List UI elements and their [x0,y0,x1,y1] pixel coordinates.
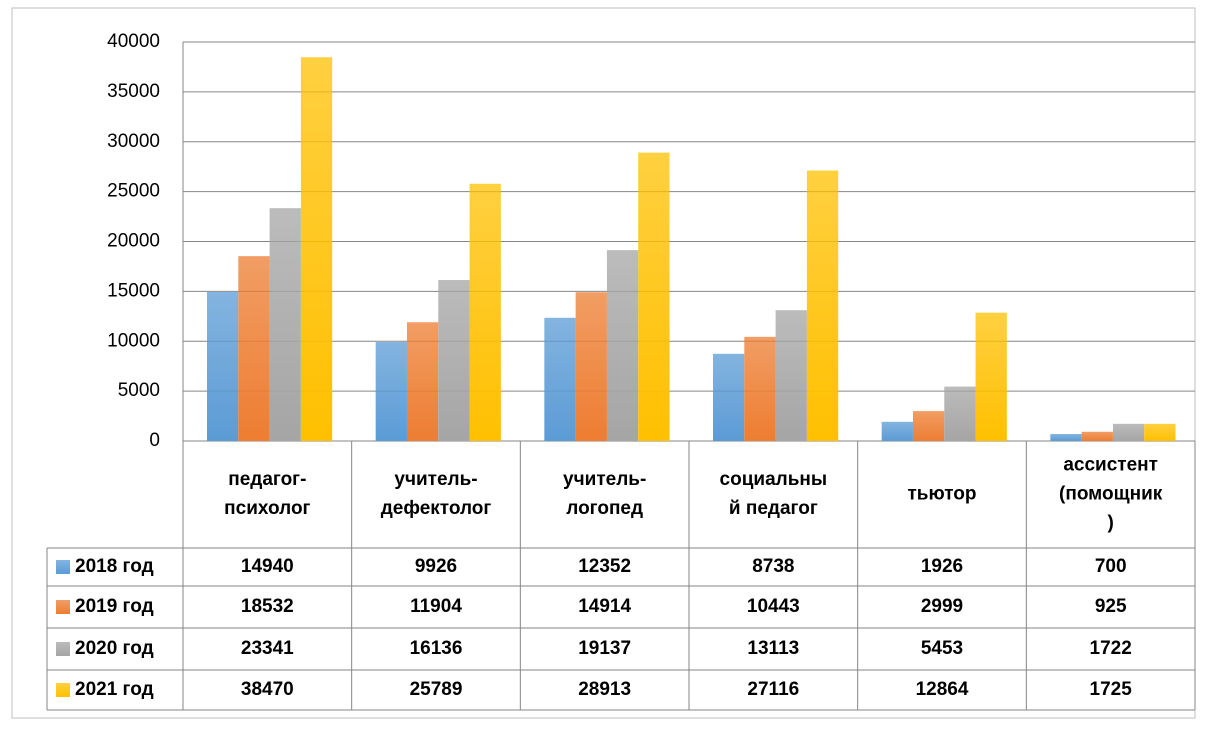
bar [1081,431,1113,441]
legend-label: 2018 год [75,556,154,577]
y-tick-label: 30000 [107,131,160,152]
bar [575,292,607,441]
table-cell: 5453 [921,638,963,659]
y-tick-label: 0 [149,430,160,451]
table-cell: 925 [1095,596,1127,617]
table-cell: 1926 [921,556,963,577]
legend-key [56,600,70,614]
table-cell: 1725 [1090,679,1133,700]
table-cell: 28913 [578,679,631,700]
table-cell: 13113 [747,638,799,659]
bar [469,183,501,441]
bar [912,411,945,441]
legend-key [56,560,70,574]
y-tick-label: 20000 [107,231,160,252]
table-cell: 8738 [752,556,794,577]
bar [1112,423,1145,441]
table-cell: 14914 [578,596,631,617]
bar [300,57,333,441]
bar [207,291,239,441]
bar [238,256,270,441]
bar [975,312,1007,441]
bar [438,280,470,441]
legend-label: 2020 год [75,638,154,659]
legend-key [56,642,70,656]
bar [713,353,745,441]
bar [1050,434,1082,441]
x-tick-label: социальны й педагог [720,469,828,519]
y-tick-label: 15000 [107,280,160,301]
table-cell: 2999 [921,596,963,617]
table-cell: 18532 [241,596,294,617]
bar [775,310,807,441]
bar [806,170,839,442]
bar [638,152,670,441]
table-cell: 9926 [415,556,457,577]
legend-key [56,683,70,697]
x-tick-label: учитель-дефектолог [381,469,492,519]
bar [375,341,407,441]
y-tick-label: 5000 [118,380,160,401]
legend-label: 2021 год [75,679,154,700]
x-tick-label: педагог-психолог [224,469,310,519]
bar [269,208,301,441]
table-cell: 27116 [747,679,799,700]
table-cell: 38470 [241,679,294,700]
table-cell: 16136 [410,638,463,659]
y-tick-label: 10000 [107,330,160,351]
table-cell: 19137 [578,638,631,659]
table-cell: 23341 [241,638,294,659]
bar [544,317,576,441]
y-tick-label: 35000 [107,81,160,102]
table-cell: 14940 [241,556,294,577]
y-tick-label: 40000 [107,31,160,52]
table-cell: 12864 [916,679,969,700]
x-tick-label: учитель-логопед [563,469,646,519]
x-tick-label: ассистент (помощник) [1059,455,1163,534]
y-tick-label: 25000 [107,181,160,202]
bar [944,386,976,441]
bar [881,421,913,441]
bar [606,250,639,441]
x-tick-label: тьютор [907,484,976,505]
bar [1144,423,1176,441]
table-cell: 700 [1095,556,1127,577]
legend-label: 2019 год [75,596,154,617]
table-cell: 12352 [578,556,631,577]
bar [406,322,439,441]
table-cell: 10443 [747,596,800,617]
table-cell: 11904 [410,596,462,617]
bar [744,336,776,441]
table-cell: 25789 [410,679,463,700]
table-cell: 1722 [1090,638,1132,659]
